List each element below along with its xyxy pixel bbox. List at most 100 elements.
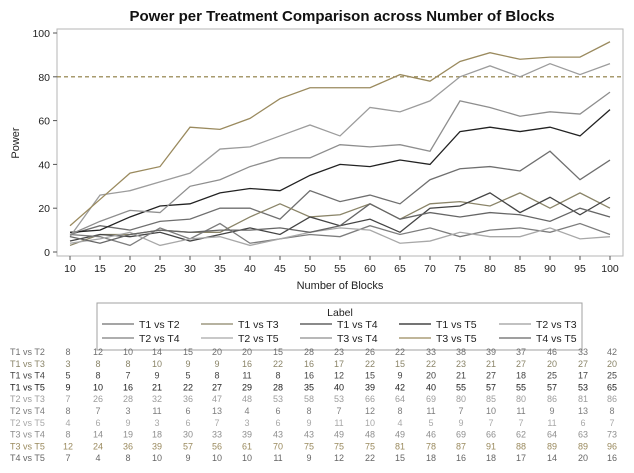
table-cell: 7 bbox=[65, 394, 70, 404]
y-tick-label: 80 bbox=[38, 72, 50, 84]
table-row-label: T2 vs T5 bbox=[10, 418, 45, 428]
table-cell: 88 bbox=[516, 441, 526, 451]
table-cell: 26 bbox=[93, 394, 103, 404]
table-cell: 37 bbox=[516, 347, 526, 357]
table-cell: 64 bbox=[395, 394, 405, 404]
table-row-label: T1 vs T5 bbox=[10, 382, 45, 392]
table-cell: 27 bbox=[578, 359, 588, 369]
table-cell: 48 bbox=[365, 430, 375, 440]
table-cell: 23 bbox=[456, 359, 466, 369]
table-cell: 69 bbox=[456, 430, 466, 440]
table-cell: 11 bbox=[426, 406, 435, 416]
table-cell: 57 bbox=[183, 441, 193, 451]
series-line-t2-vs-t5 bbox=[69, 227, 611, 247]
table-cell: 7 bbox=[95, 406, 100, 416]
table-cell: 46 bbox=[426, 430, 436, 440]
table-cell: 75 bbox=[334, 441, 344, 451]
table-cell: 7 bbox=[488, 418, 493, 428]
series-lines bbox=[69, 41, 611, 247]
table-cell: 61 bbox=[242, 441, 252, 451]
table-cell: 4 bbox=[65, 418, 70, 428]
table-cell: 3 bbox=[125, 406, 130, 416]
series-line-t2-vs-t4 bbox=[69, 222, 611, 247]
x-tick-label: 20 bbox=[124, 263, 136, 275]
table-cell: 42 bbox=[395, 382, 405, 392]
table-cell: 15 bbox=[183, 347, 193, 357]
table-cell: 27 bbox=[516, 359, 526, 369]
table-cell: 89 bbox=[578, 441, 588, 451]
table-cell: 36 bbox=[183, 394, 193, 404]
legend-item: T2 vs T4 bbox=[139, 333, 180, 345]
table-cell: 9 bbox=[125, 418, 130, 428]
table-cell: 39 bbox=[365, 382, 375, 392]
series-line-t1-vs-t3 bbox=[69, 192, 611, 247]
table-cell: 18 bbox=[486, 453, 496, 463]
data-table: T1 vs T2 8 12 10 14 15 20 20 15 28 23 26 22 33 38 39 37 4… bbox=[10, 347, 617, 463]
table-cell: 3 bbox=[154, 418, 159, 428]
table-cell: 8 bbox=[65, 430, 70, 440]
table-cell: 91 bbox=[486, 441, 496, 451]
legend-title: Label bbox=[327, 307, 353, 319]
table-cell: 29 bbox=[242, 382, 252, 392]
table-cell: 8 bbox=[306, 406, 311, 416]
x-tick-label: 60 bbox=[364, 263, 376, 275]
table-cell: 80 bbox=[456, 394, 466, 404]
legend: Label T1 vs T2 T1 vs T3 T1 vs T4 T1 vs T5 T2 … bbox=[96, 302, 583, 351]
table-cell: 4 bbox=[397, 418, 402, 428]
x-tick-label: 40 bbox=[244, 263, 256, 275]
table-cell: 58 bbox=[304, 394, 314, 404]
table-cell: 49 bbox=[395, 430, 405, 440]
table-cell: 20 bbox=[578, 453, 588, 463]
table-cell: 14 bbox=[152, 347, 162, 357]
table-cell: 12 bbox=[334, 453, 344, 463]
x-tick-label: 30 bbox=[184, 263, 196, 275]
x-tick-label: 35 bbox=[214, 263, 226, 275]
x-tick-label: 25 bbox=[154, 263, 166, 275]
table-cell: 8 bbox=[65, 347, 70, 357]
table-cell: 81 bbox=[578, 394, 588, 404]
table-cell: 49 bbox=[334, 430, 344, 440]
x-tick-label: 100 bbox=[601, 263, 619, 275]
table-cell: 8 bbox=[397, 406, 402, 416]
table-cell: 66 bbox=[486, 430, 496, 440]
table-cell: 28 bbox=[304, 347, 314, 357]
table-cell: 8 bbox=[125, 359, 130, 369]
table-cell: 8 bbox=[95, 359, 100, 369]
table-cell: 4 bbox=[95, 453, 100, 463]
table-cell: 64 bbox=[547, 430, 557, 440]
table-cell: 27 bbox=[212, 382, 222, 392]
table-cell: 18 bbox=[152, 430, 162, 440]
table-cell: 16 bbox=[242, 359, 252, 369]
x-tick-label: 15 bbox=[94, 263, 106, 275]
table-row-label: T2 vs T3 bbox=[10, 394, 45, 404]
table-cell: 9 bbox=[214, 359, 219, 369]
table-row-label: T1 vs T4 bbox=[10, 371, 45, 381]
table-cell: 69 bbox=[426, 394, 436, 404]
table-cell: 20 bbox=[547, 359, 557, 369]
table-row-label: T3 vs T5 bbox=[10, 441, 45, 451]
table-cell: 22 bbox=[273, 359, 283, 369]
legend-item: T2 vs T3 bbox=[536, 319, 577, 331]
table-cell: 20 bbox=[212, 347, 222, 357]
table-cell: 6 bbox=[185, 418, 190, 428]
table-cell: 7 bbox=[214, 418, 219, 428]
table-cell: 33 bbox=[578, 347, 588, 357]
legend-item: T4 vs T5 bbox=[536, 333, 577, 345]
table-cell: 5 bbox=[65, 371, 70, 381]
table-cell: 36 bbox=[123, 441, 133, 451]
table-cell: 13 bbox=[578, 406, 588, 416]
table-cell: 18 bbox=[426, 453, 436, 463]
table-cell: 10 bbox=[242, 453, 252, 463]
table-cell: 35 bbox=[304, 382, 314, 392]
table-cell: 20 bbox=[607, 359, 617, 369]
table-cell: 78 bbox=[426, 441, 436, 451]
table-cell: 17 bbox=[516, 453, 526, 463]
table-row-label: T3 vs T4 bbox=[10, 430, 45, 440]
table-cell: 86 bbox=[607, 394, 617, 404]
table-cell: 17 bbox=[334, 359, 344, 369]
table-cell: 21 bbox=[152, 382, 162, 392]
table-cell: 32 bbox=[152, 394, 162, 404]
table-cell: 43 bbox=[273, 430, 283, 440]
table-cell: 8 bbox=[125, 453, 130, 463]
table-cell: 25 bbox=[547, 371, 557, 381]
